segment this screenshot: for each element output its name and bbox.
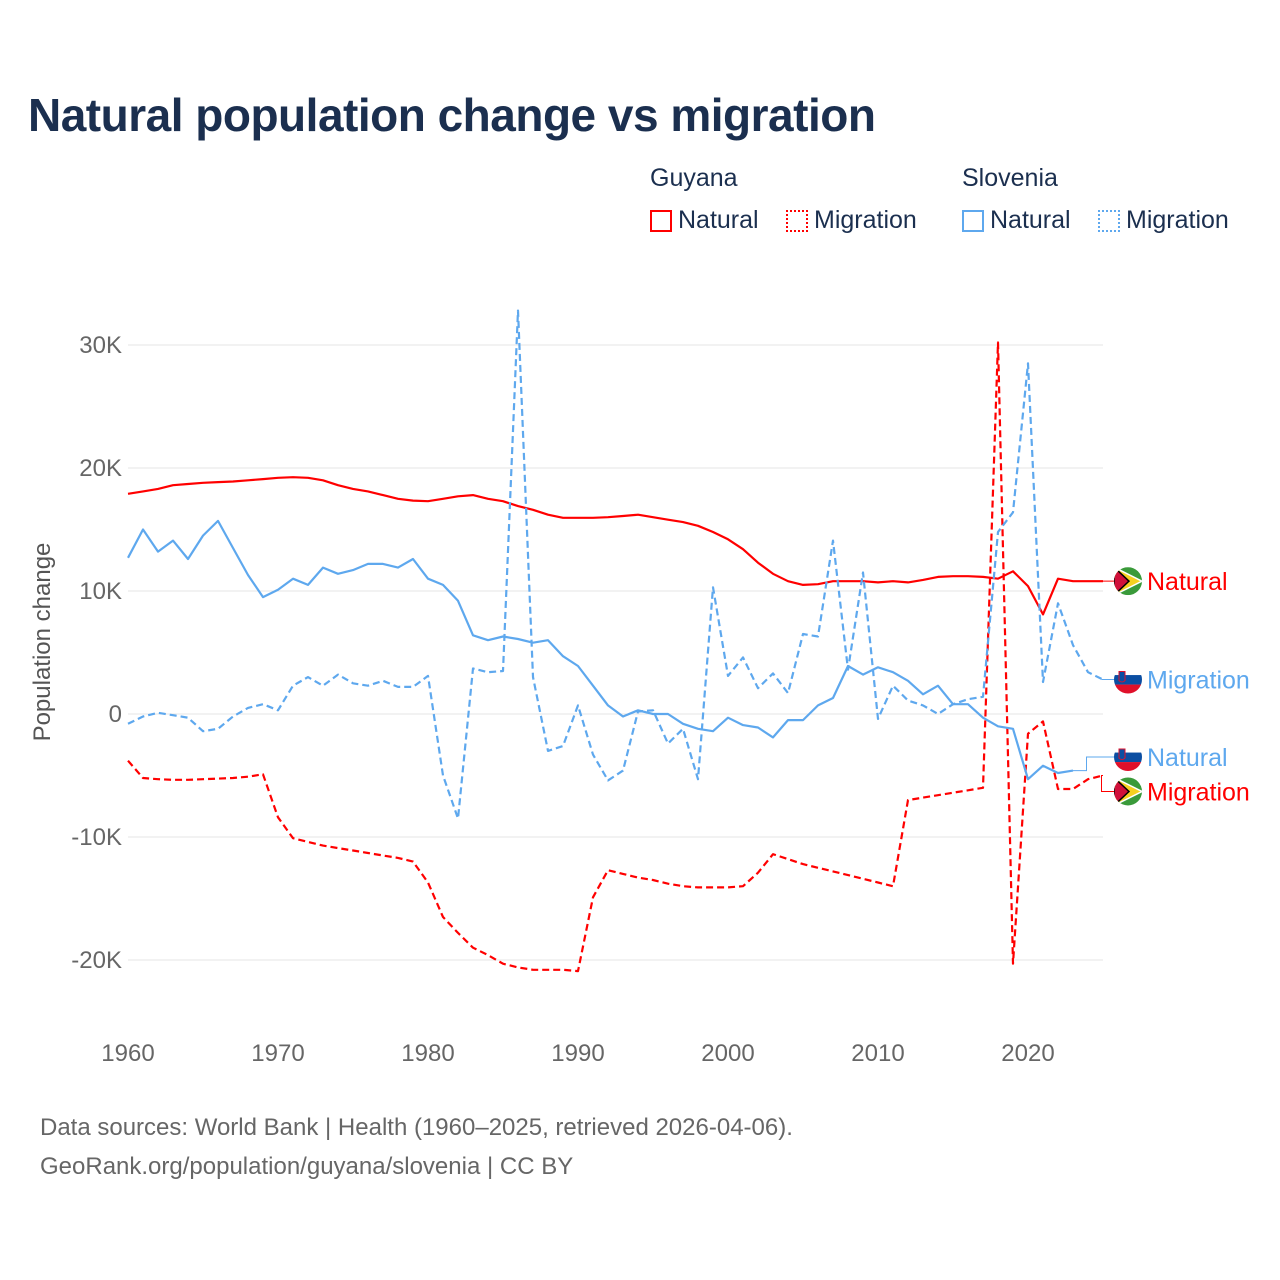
x-tick-label: 1970 — [251, 1040, 304, 1067]
flag-slovenia-icon — [1114, 743, 1142, 772]
series-line-slovenia-migration — [127, 309, 1104, 820]
series-line-guyana-natural — [127, 476, 1103, 616]
x-tick-label: 2020 — [1001, 1040, 1054, 1067]
y-tick-label: 10K — [79, 578, 122, 605]
footer-link[interactable]: GeoRank.org/population/guyana/slovenia |… — [40, 1153, 574, 1180]
x-tick-label: 1990 — [551, 1040, 604, 1067]
chart-title: Natural population change vs migration — [28, 89, 876, 141]
legend-guyana-natural[interactable]: Natural — [650, 206, 759, 235]
legend-label: Migration — [1126, 206, 1229, 234]
footer: Data sources: World Bank | Health (1960–… — [40, 1108, 793, 1186]
flag-guyana-icon — [1114, 777, 1142, 805]
x-tick-label: 2010 — [851, 1040, 904, 1067]
x-tick-label: 2000 — [701, 1040, 754, 1067]
legend-group-guyana: Guyana — [650, 164, 738, 192]
legend-slovenia-natural[interactable]: Natural — [962, 206, 1071, 235]
flag-guyana-icon — [1114, 567, 1142, 595]
y-tick-label: 30K — [79, 332, 122, 359]
end-label: Natural — [1147, 744, 1228, 772]
legend-label: Migration — [814, 206, 917, 234]
legend-group-slovenia: Slovenia — [962, 164, 1058, 192]
end-label: Migration — [1147, 667, 1250, 695]
end-label: Migration — [1147, 778, 1250, 806]
end-label: Natural — [1147, 568, 1228, 596]
y-tick-label: 20K — [79, 455, 122, 482]
label-connector — [1101, 775, 1114, 792]
y-axis-label: Population change — [29, 543, 56, 742]
series-line-guyana-migration — [127, 341, 1104, 973]
legend-swatch-solid-red — [650, 209, 672, 232]
legend-swatch-dotted-blue — [1098, 209, 1120, 232]
legend-guyana-migration[interactable]: Migration — [786, 206, 917, 235]
legend-label: Natural — [678, 206, 759, 234]
legend-label: Natural — [990, 206, 1071, 234]
y-tick-label: 0 — [109, 701, 122, 728]
y-tick-label: -10K — [71, 824, 122, 851]
y-tick-label: -20K — [71, 947, 122, 974]
flag-slovenia-icon — [1114, 666, 1142, 695]
legend-slovenia-migration[interactable]: Migration — [1098, 206, 1229, 235]
x-tick-label: 1980 — [401, 1040, 454, 1067]
footer-sources: Data sources: World Bank | Health (1960–… — [40, 1114, 793, 1141]
legend-swatch-solid-blue — [962, 209, 984, 232]
label-connector — [1073, 756, 1114, 772]
legend-swatch-dotted-red — [786, 209, 808, 232]
x-tick-label: 1960 — [101, 1040, 154, 1067]
series-line-slovenia-natural — [127, 519, 1074, 781]
